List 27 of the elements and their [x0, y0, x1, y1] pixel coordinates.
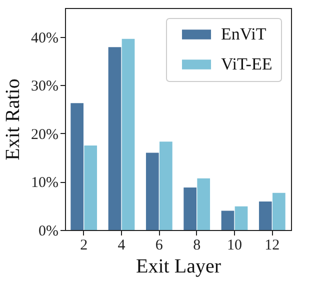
bar [234, 206, 248, 230]
bar [258, 202, 272, 230]
y-tick-label: 20% [31, 126, 58, 143]
x-tick-label: 10 [227, 238, 242, 254]
y-tick-label: 40% [31, 30, 58, 46]
bar [108, 47, 122, 230]
bar [272, 192, 286, 230]
bar [84, 146, 98, 230]
x-tick-label: 4 [118, 238, 126, 254]
x-tick-label: 8 [193, 238, 201, 254]
x-tick-label: 6 [155, 238, 164, 254]
x-axis-title: Exit Layer [136, 256, 222, 278]
bar [221, 210, 234, 230]
bar [197, 178, 210, 230]
legend-label: EnViT [221, 24, 267, 44]
x-tick-label: 12 [264, 238, 280, 254]
y-tick-label: 0% [38, 224, 58, 240]
y-axis-title: Exit Ratio [2, 78, 24, 160]
bar [70, 103, 84, 230]
bar [160, 142, 172, 230]
y-tick-label: 10% [31, 175, 58, 192]
y-tick-label: 30% [31, 78, 58, 95]
bar [122, 38, 135, 230]
legend-label: ViT-EE [221, 54, 272, 74]
bar [146, 152, 159, 230]
x-tick-label: 2 [80, 238, 88, 254]
bar [184, 188, 196, 230]
